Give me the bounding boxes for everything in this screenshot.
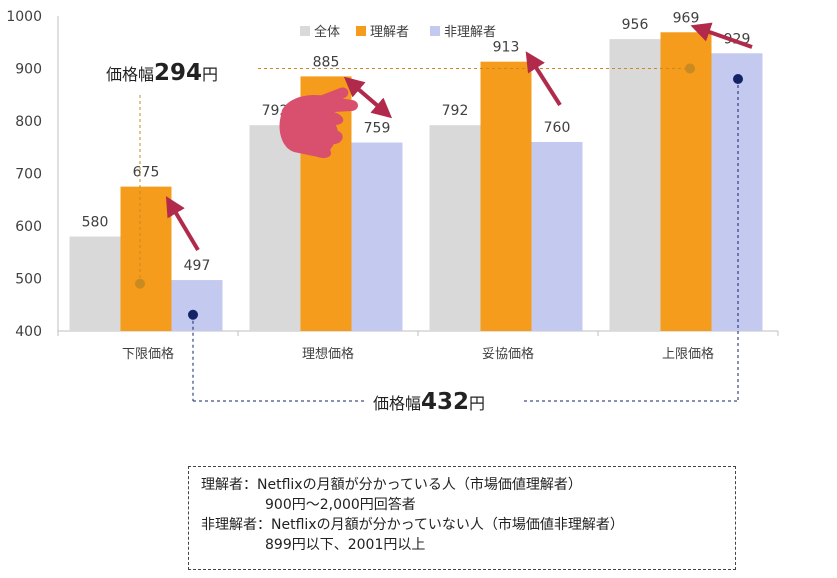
aware-range-label: 価格幅294円 [106,60,218,86]
aware-high-dot [685,63,695,74]
bar [531,142,583,331]
category-label: 妥協価格 [482,346,534,362]
legend-label: 全体 [314,24,340,40]
bar-value-label: 760 [544,120,571,136]
bar-value-label: 675 [133,165,160,181]
y-tick-label: 600 [15,219,42,235]
bar [69,236,121,331]
bar-value-label: 792 [442,103,469,119]
aware-low-dot [135,278,145,289]
y-tick-label: 400 [15,324,42,340]
bar [711,53,763,332]
bar-value-label: 497 [184,258,211,274]
y-tick-label: 900 [15,62,42,78]
definition-note: 理解者：Netflixの月額が分かっている人（市場価値理解者） 900円～2,0… [188,466,736,570]
bar [120,186,172,331]
legend-swatch [430,26,440,36]
bar-value-label: 580 [82,215,109,231]
arrow-lower-limit [165,196,200,252]
legend-label: 理解者 [370,25,409,40]
bar [660,32,712,332]
arrow-upper-limit [690,22,753,49]
pointing-hand-icon [279,87,358,159]
note-line-aware: 理解者：Netflixの月額が分かっている人（市場価値理解者） [201,477,582,493]
y-tick-label: 800 [15,114,42,130]
bar [171,280,223,331]
bar-value-label: 885 [313,54,340,70]
bar [351,142,403,331]
y-tick-label: 500 [15,272,42,288]
hand-shape [279,94,358,159]
y-tick-label: 1000 [6,9,42,25]
category-label: 上限価格 [662,346,714,362]
note-line-unaware: 非理解者：Netflixの月額が分かっていない人（市場価値非理解者） [201,517,624,533]
legend-label: 非理解者 [444,25,496,40]
arrow-compromise [525,51,562,107]
bar [249,125,301,331]
bar-value-label: 759 [364,121,391,137]
legend-swatch [300,26,310,36]
hand-finger [304,87,349,108]
bar [480,61,532,332]
unaware-range-label: 価格幅432円 [373,389,485,415]
legend-swatch [356,26,366,36]
note-line-unaware-range: 899円以下、2001円以上 [265,537,426,553]
category-label: 下限価格 [122,346,174,362]
bar-value-label: 969 [673,10,700,26]
bar [429,125,481,331]
price-chart: 400 500 600 700 800 900 1000 580 675 497 下限価格 792 88… [6,9,779,415]
bar [609,39,661,331]
y-tick-label: 700 [15,167,42,183]
bar-value-label: 913 [493,40,520,56]
note-line-aware-range: 900円～2,000円回答者 [265,497,416,513]
arrow-ideal [343,76,393,119]
category-label: 理想価格 [302,346,354,362]
bar-value-label: 956 [622,17,649,33]
